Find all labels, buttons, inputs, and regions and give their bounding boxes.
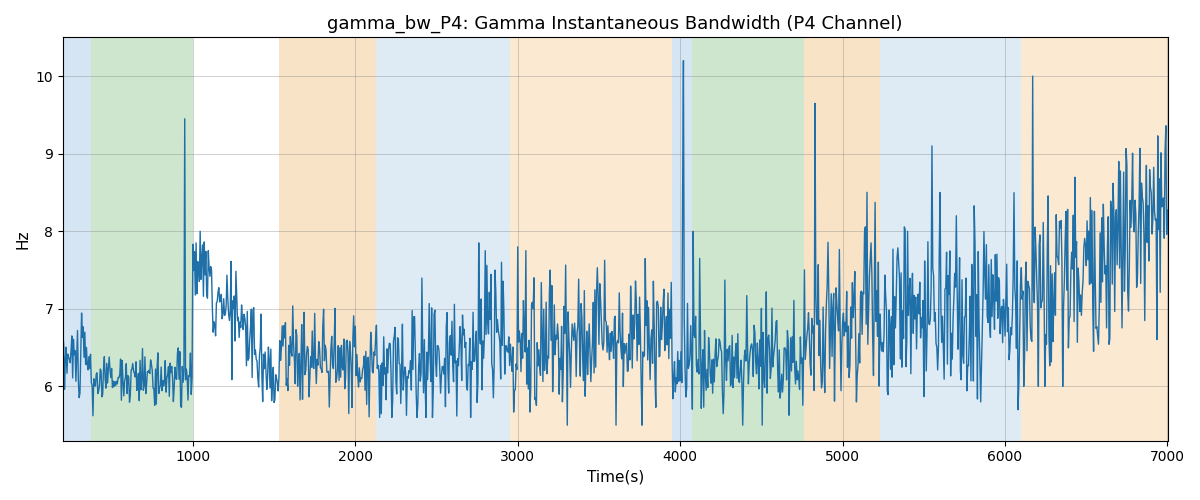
Bar [672, 38, 691, 440]
Bar [804, 38, 880, 440]
Bar [691, 38, 804, 440]
Bar [510, 38, 672, 440]
Y-axis label: Hz: Hz [16, 230, 30, 249]
Bar [62, 38, 90, 440]
Bar [1021, 38, 1183, 440]
X-axis label: Time(s): Time(s) [587, 470, 644, 485]
Bar [880, 38, 1021, 440]
Bar [90, 38, 193, 440]
Title: gamma_bw_P4: Gamma Instantaneous Bandwidth (P4 Channel): gamma_bw_P4: Gamma Instantaneous Bandwid… [328, 15, 902, 34]
Bar [278, 38, 377, 440]
Bar [377, 38, 510, 440]
